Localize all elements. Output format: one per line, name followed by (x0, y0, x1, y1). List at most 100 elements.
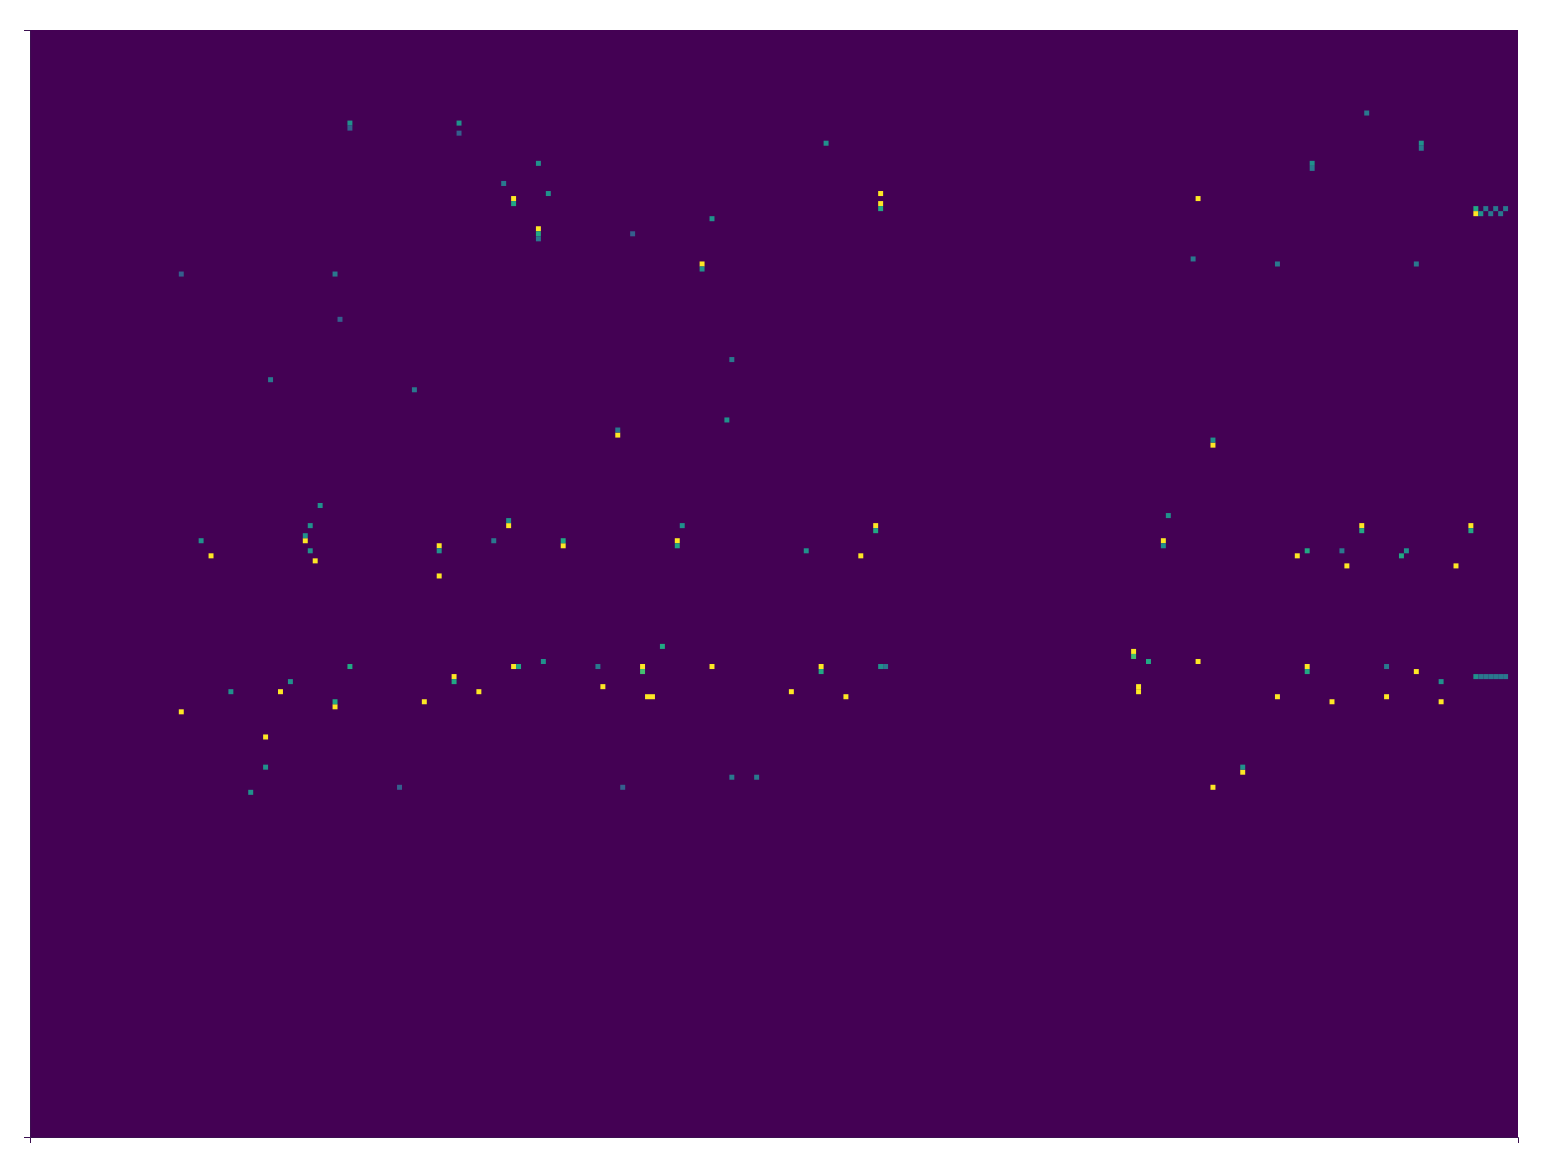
cell (308, 548, 313, 553)
cell (1359, 523, 1364, 528)
cell (1498, 674, 1503, 679)
cell (615, 433, 620, 438)
cell (754, 775, 759, 780)
cell (1196, 659, 1201, 664)
cell (1275, 694, 1280, 699)
cell (308, 523, 313, 528)
cell (1488, 674, 1493, 679)
cell (873, 528, 878, 533)
cell (675, 538, 680, 543)
cell (645, 694, 650, 699)
cell (541, 659, 546, 664)
cell (1136, 684, 1141, 689)
cell (1468, 528, 1473, 533)
cell (536, 231, 541, 236)
cell (1503, 674, 1508, 679)
cell (397, 785, 402, 790)
cell (675, 543, 680, 548)
cell (1310, 161, 1315, 166)
cell (824, 141, 829, 146)
cell (1210, 438, 1215, 443)
cell (1498, 211, 1503, 216)
cell (199, 538, 204, 543)
cell (511, 196, 516, 201)
chart (0, 0, 1548, 1168)
cell (1384, 694, 1389, 699)
cells (30, 30, 1518, 1137)
cell (1210, 443, 1215, 448)
cell (1468, 523, 1473, 528)
cell (858, 553, 863, 558)
cell (437, 573, 442, 578)
y-axis (24, 31, 31, 1138)
cell (1439, 699, 1444, 704)
cell (452, 674, 457, 679)
cell (179, 272, 184, 277)
cell (228, 689, 233, 694)
cell (179, 709, 184, 714)
cell (437, 543, 442, 548)
cell (1310, 166, 1315, 171)
cell (536, 236, 541, 241)
cell (303, 538, 308, 543)
cell (561, 543, 566, 548)
cell (1478, 211, 1483, 216)
cell (457, 131, 462, 136)
cell (347, 664, 352, 669)
cell (1359, 528, 1364, 533)
cell (883, 664, 888, 669)
cell (729, 357, 734, 362)
cell (615, 428, 620, 433)
cell (1275, 261, 1280, 266)
cell (710, 664, 715, 669)
cell (700, 261, 705, 266)
cell (422, 699, 427, 704)
cell (318, 503, 323, 508)
cell (1488, 211, 1493, 216)
cell (1493, 206, 1498, 211)
cell (1404, 548, 1409, 553)
cell (209, 553, 214, 558)
cell (1131, 649, 1136, 654)
cell (1364, 111, 1369, 116)
cell (1240, 765, 1245, 770)
cell (516, 664, 521, 669)
cell (333, 704, 338, 709)
cell (819, 669, 824, 674)
cell (278, 689, 283, 694)
cell (1131, 654, 1136, 659)
cell (1210, 785, 1215, 790)
cell (333, 699, 338, 704)
cell (1399, 553, 1404, 558)
cell (313, 558, 318, 563)
cell (878, 206, 883, 211)
cell (1161, 543, 1166, 548)
cell (1384, 664, 1389, 669)
cell (1419, 146, 1424, 151)
background (30, 30, 1518, 1137)
cell (268, 377, 273, 382)
cell (347, 121, 352, 126)
cell (412, 387, 417, 392)
cell (1503, 206, 1508, 211)
cell (338, 317, 343, 322)
cell (1414, 669, 1419, 674)
cell (1136, 689, 1141, 694)
cell (1414, 261, 1419, 266)
cell (1240, 770, 1245, 775)
cell (1330, 699, 1335, 704)
cell (501, 181, 506, 186)
cell (595, 664, 600, 669)
cell (546, 191, 551, 196)
cell (1483, 674, 1488, 679)
cell (347, 126, 352, 131)
cell (437, 548, 442, 553)
cell (1295, 553, 1300, 558)
cell (878, 201, 883, 206)
cell (789, 689, 794, 694)
cell (333, 272, 338, 277)
cell (600, 684, 605, 689)
cell (804, 548, 809, 553)
cell (630, 231, 635, 236)
cell (680, 523, 685, 528)
